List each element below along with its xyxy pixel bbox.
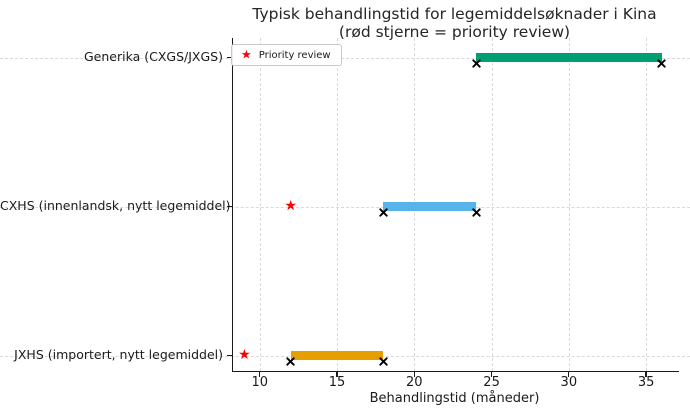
y-tick-mark <box>227 56 232 59</box>
y-axis-label: Generika (CXGS/JXGS) <box>83 49 223 64</box>
gridline-vertical <box>259 38 261 371</box>
x-marker <box>657 53 666 68</box>
x-tick-mark <box>259 372 261 377</box>
chart-title: Typisk behandlingstid for legemiddelsøkn… <box>232 5 677 41</box>
y-tick-mark <box>227 205 232 208</box>
x-tick-label: 30 <box>560 375 578 390</box>
x-marker <box>286 351 295 366</box>
x-marker <box>379 202 388 217</box>
range-bar-3 <box>290 351 384 360</box>
range-bar-1 <box>476 53 662 62</box>
x-tick-label: 10 <box>251 375 269 390</box>
x-marker <box>379 351 388 366</box>
x-tick-label: 25 <box>483 375 500 390</box>
gridline-horizontal <box>0 57 690 59</box>
y-axis-label: CXHS (innenlandsk, nytt legemiddel) <box>0 198 231 213</box>
x-tick-label: 35 <box>637 375 655 390</box>
chart-title-line1: Typisk behandlingstid for legemiddelsøkn… <box>252 5 657 23</box>
x-axis-spine <box>232 370 679 373</box>
x-tick-mark <box>568 372 570 377</box>
range-bar-2 <box>383 202 477 211</box>
y-axis-label: JXHS (importert, nytt legemiddel) <box>14 347 223 362</box>
priority-star-icon: ★ <box>238 347 251 363</box>
chart-title-line2: (rød stjerne = priority review) <box>338 22 571 41</box>
x-tick-mark <box>413 372 415 377</box>
gridline-horizontal <box>0 206 690 208</box>
x-tick-mark <box>490 372 493 377</box>
x-tick-label: 15 <box>328 375 346 390</box>
y-axis-spine <box>232 38 234 372</box>
x-marker <box>471 202 481 217</box>
gridline-vertical <box>568 38 570 371</box>
y-tick-mark <box>227 354 232 357</box>
x-tick-mark <box>336 372 338 377</box>
gridline-vertical <box>337 38 339 371</box>
x-tick-label: 20 <box>406 375 423 390</box>
priority-star-icon: ★ <box>284 198 297 214</box>
gridline-vertical <box>646 38 648 371</box>
gridline-vertical <box>491 38 493 371</box>
legend-label: Priority review <box>258 49 331 61</box>
x-marker <box>471 53 481 68</box>
legend: ★ Priority review <box>231 44 342 66</box>
x-axis-title: Behandlingstid (måneder) <box>369 391 540 406</box>
priority-star-icon: ★ <box>241 47 252 62</box>
x-tick-mark <box>645 372 647 377</box>
